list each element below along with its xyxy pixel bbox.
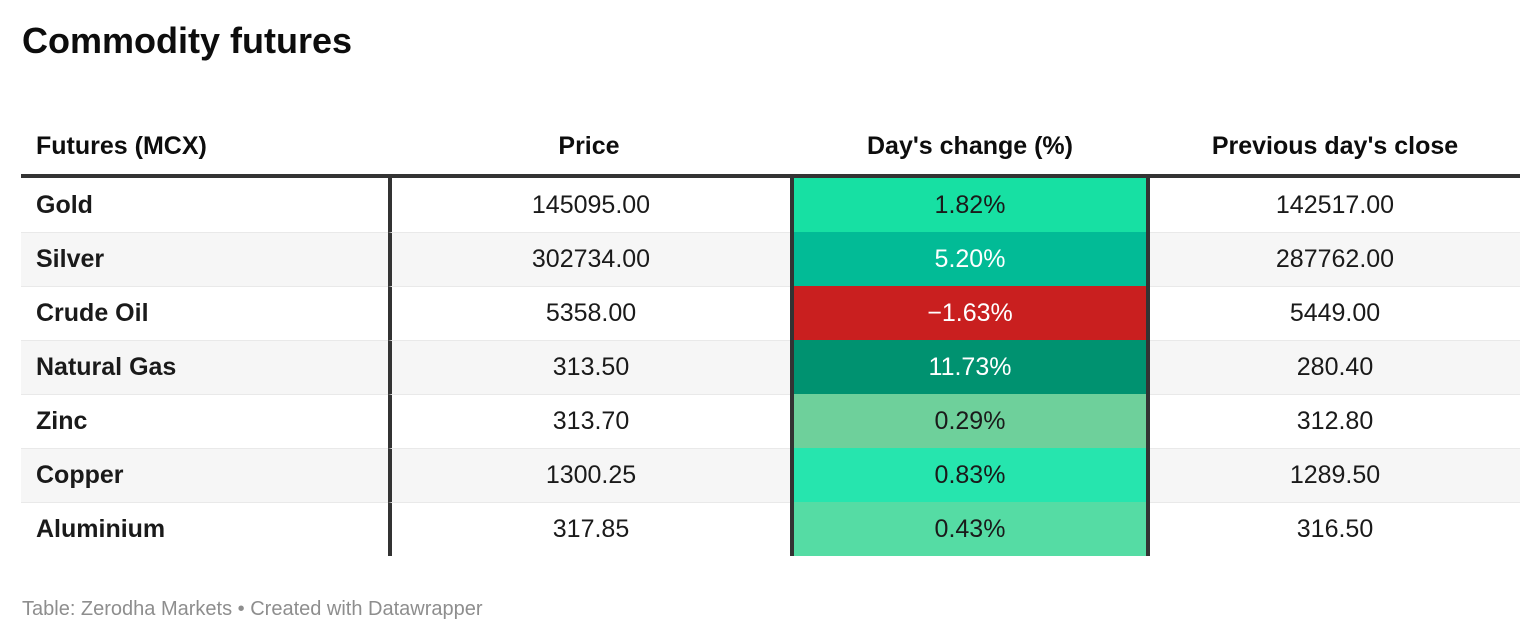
table-body: Gold 145095.00 1.82% 142517.00 Silver 30… xyxy=(21,178,1520,556)
futures-name-cell: Silver xyxy=(21,232,388,286)
previous-close-cell: 142517.00 xyxy=(1275,190,1395,219)
days-change-cell: 0.43% xyxy=(790,502,1150,556)
table-row-aluminium: Aluminium 317.85 0.43% 316.50 xyxy=(21,502,1520,556)
days-change-cell: 5.20% xyxy=(790,232,1150,286)
previous-close-cell: 287762.00 xyxy=(1150,232,1520,286)
futures-name-cell: Copper xyxy=(21,448,388,502)
futures-table: Futures (MCX) Price Day's change (%) Pre… xyxy=(21,119,1520,556)
previous-close-cell: 280.40 xyxy=(1150,340,1520,394)
column-header-price: Price xyxy=(558,132,620,160)
previous-close-cell: 1289.50 xyxy=(1150,448,1520,502)
column-header-futures: Futures (MCX) xyxy=(36,132,207,160)
column-header-previous-close: Previous day's close xyxy=(1211,132,1459,160)
price-cell: 1300.25 xyxy=(388,448,790,502)
table-row-natural-gas: Natural Gas 313.50 11.73% 280.40 xyxy=(21,340,1520,394)
price-cell: 5358.00 xyxy=(388,286,790,340)
futures-name-cell: Crude Oil xyxy=(21,286,388,340)
futures-name-cell: Gold xyxy=(36,190,93,219)
days-change-cell: 11.73% xyxy=(790,340,1150,394)
source-attribution: Table: Zerodha Markets • Created with Da… xyxy=(22,598,483,620)
futures-name-cell: Aluminium xyxy=(21,502,388,556)
table-row-crude-oil: Crude Oil 5358.00 −1.63% 5449.00 xyxy=(21,286,1520,340)
price-cell: 313.70 xyxy=(388,394,790,448)
futures-name-cell: Zinc xyxy=(21,394,388,448)
page-title: Commodity futures xyxy=(22,20,353,61)
table-row-copper: Copper 1300.25 0.83% 1289.50 xyxy=(21,448,1520,502)
days-change-cell: 0.29% xyxy=(790,394,1150,448)
price-cell: 313.50 xyxy=(388,340,790,394)
price-cell: 317.85 xyxy=(388,502,790,556)
previous-close-cell: 312.80 xyxy=(1150,394,1520,448)
table-row-silver: Silver 302734.00 5.20% 287762.00 xyxy=(21,232,1520,286)
column-header-days-change: Day's change (%) xyxy=(866,132,1073,160)
table-row-gold: Gold 145095.00 1.82% 142517.00 xyxy=(21,178,1520,232)
days-change-cell: 0.83% xyxy=(790,448,1150,502)
days-change-cell: 1.82% xyxy=(790,178,1150,232)
previous-close-cell: 316.50 xyxy=(1150,502,1520,556)
table-header-row: Futures (MCX) Price Day's change (%) Pre… xyxy=(21,119,1520,178)
price-cell: 302734.00 xyxy=(388,232,790,286)
price-cell: 145095.00 xyxy=(388,178,790,232)
days-change-cell: −1.63% xyxy=(790,286,1150,340)
table-row-zinc: Zinc 313.70 0.29% 312.80 xyxy=(21,394,1520,448)
futures-name-cell: Natural Gas xyxy=(21,340,388,394)
previous-close-cell: 5449.00 xyxy=(1150,286,1520,340)
